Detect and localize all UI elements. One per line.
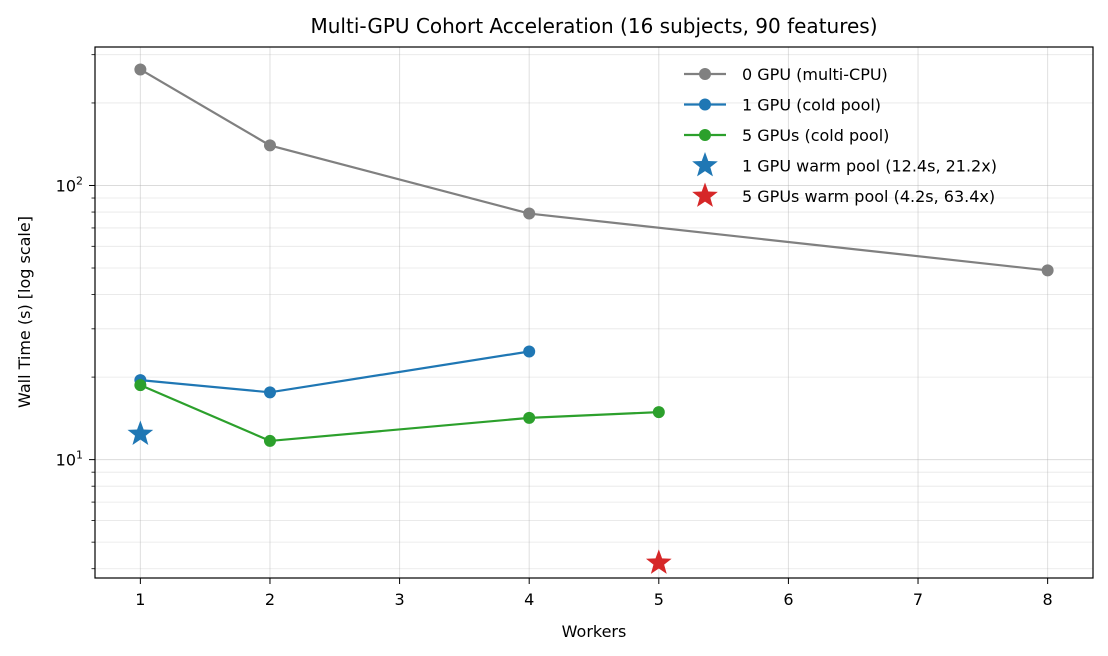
plot-frame bbox=[94, 46, 1094, 579]
x-axis-label: Workers bbox=[562, 622, 627, 641]
legend-entry: 5 GPUs (cold pool) bbox=[684, 126, 889, 145]
star-point bbox=[645, 549, 672, 574]
legend-marker-swatch bbox=[699, 98, 711, 111]
data-point bbox=[652, 406, 665, 419]
x-tick-label: 2 bbox=[265, 590, 275, 609]
legend-entry: 0 GPU (multi-CPU) bbox=[684, 65, 888, 84]
x-axis-ticks: 1 2 3 4 5 6 7 8 bbox=[135, 578, 1053, 609]
y-tick-label: 102 bbox=[56, 174, 83, 195]
series-line bbox=[139, 384, 659, 443]
legend-label: 1 GPU warm pool (12.4s, 21.2x) bbox=[742, 157, 997, 176]
legend-star-swatch bbox=[692, 152, 718, 177]
data-point bbox=[263, 386, 276, 399]
legend-label: 5 GPUs warm pool (4.2s, 63.4x) bbox=[742, 187, 995, 206]
star-point bbox=[127, 420, 154, 445]
y-tick-label: 101 bbox=[56, 449, 83, 470]
x-tick-label: 5 bbox=[654, 590, 664, 609]
data-point bbox=[523, 411, 536, 424]
series-line bbox=[139, 68, 1048, 272]
x-tick-label: 7 bbox=[913, 590, 923, 609]
y-axis-ticks: 101 102 bbox=[56, 54, 95, 570]
legend-marker-swatch bbox=[699, 68, 711, 80]
series-1 bbox=[134, 345, 536, 399]
data-point bbox=[523, 207, 536, 220]
grid-lines bbox=[95, 47, 1093, 578]
legend-label: 1 GPU (cold pool) bbox=[742, 96, 881, 115]
series-line bbox=[140, 350, 530, 394]
legend-entry: 1 GPU warm pool (12.4s, 21.2x) bbox=[692, 152, 997, 177]
legend-entry: 1 GPU (cold pool) bbox=[684, 96, 881, 115]
x-tick-label: 3 bbox=[394, 590, 404, 609]
data-point bbox=[263, 434, 276, 447]
x-tick-label: 1 bbox=[135, 590, 145, 609]
legend-label: 0 GPU (multi-CPU) bbox=[742, 65, 888, 84]
x-tick-label: 4 bbox=[524, 590, 534, 609]
series-0 bbox=[134, 63, 1054, 277]
series-layer bbox=[127, 63, 1054, 574]
series-4 bbox=[645, 549, 672, 574]
y-axis-label: Wall Time (s) [log scale] bbox=[15, 216, 34, 408]
data-point bbox=[523, 345, 536, 358]
data-point bbox=[134, 63, 147, 76]
data-point bbox=[1041, 264, 1054, 277]
x-tick-label: 8 bbox=[1043, 590, 1053, 609]
legend: 0 GPU (multi-CPU) 1 GPU (cold pool) 5 GPUs… bbox=[684, 65, 997, 207]
legend-label: 5 GPUs (cold pool) bbox=[742, 126, 889, 145]
data-point bbox=[263, 139, 276, 152]
x-tick-label: 6 bbox=[783, 590, 793, 609]
legend-entry: 5 GPUs warm pool (4.2s, 63.4x) bbox=[692, 182, 995, 207]
data-point bbox=[134, 379, 147, 392]
series-2 bbox=[134, 379, 665, 447]
legend-marker-swatch bbox=[699, 129, 711, 141]
series-3 bbox=[127, 420, 154, 445]
chart-title: Multi-GPU Cohort Acceleration (16 subjec… bbox=[310, 14, 877, 38]
legend-star-swatch bbox=[692, 182, 718, 207]
